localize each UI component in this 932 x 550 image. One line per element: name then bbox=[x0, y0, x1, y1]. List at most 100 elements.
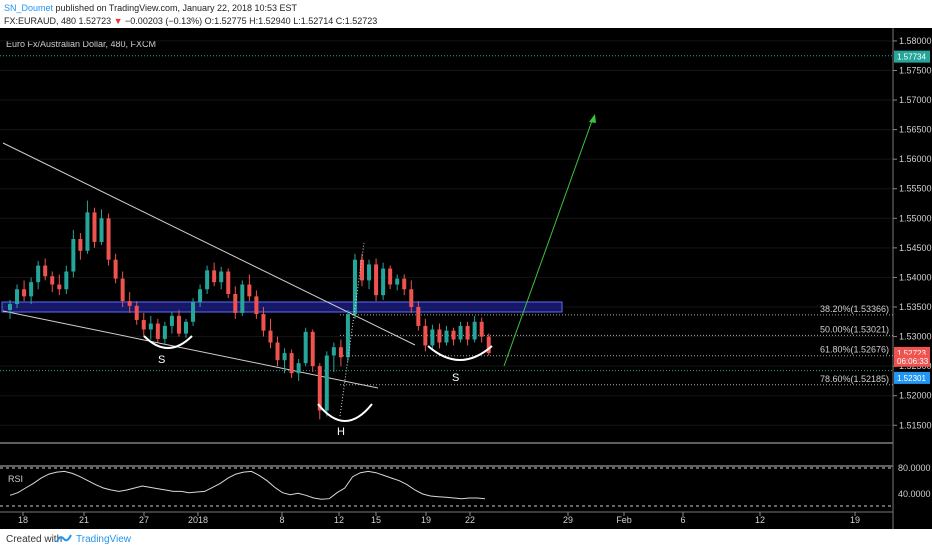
candle-body bbox=[381, 268, 386, 296]
projection-arrow-line[interactable] bbox=[503, 117, 594, 367]
candle-body bbox=[176, 315, 181, 334]
candle-body bbox=[43, 265, 48, 277]
candle-body bbox=[458, 325, 463, 340]
price-label-text: 06:06:33 bbox=[897, 357, 929, 366]
candle-body bbox=[261, 314, 266, 331]
chart-background bbox=[0, 28, 932, 529]
created-with-text: Created with bbox=[6, 534, 63, 545]
candle-body bbox=[29, 282, 34, 297]
footer: Created with TradingView bbox=[0, 529, 932, 550]
price-axis[interactable]: 1.58000 1.57500 1.57000 1.56500 1.56000 1.555… bbox=[893, 36, 932, 430]
price-tick-label: 1.51500 bbox=[899, 420, 932, 430]
gridlines bbox=[0, 40, 893, 426]
upper-trendline[interactable] bbox=[2, 142, 416, 346]
chart-title: Euro Fx/Australian Dollar, 480, FXCM bbox=[6, 39, 156, 49]
candle-body bbox=[169, 315, 174, 326]
left-shoulder-label: S bbox=[158, 354, 165, 366]
rsi-label: RSI bbox=[8, 474, 23, 484]
candle-body bbox=[184, 321, 188, 334]
candle-body bbox=[289, 353, 294, 374]
candle-body bbox=[212, 270, 217, 283]
candle-body bbox=[113, 259, 118, 279]
projection-dotted-line bbox=[339, 242, 365, 417]
candle-body bbox=[416, 307, 421, 326]
price-label-text: 1.52301 bbox=[897, 374, 926, 383]
fib-label: 78.60%(1.52185) bbox=[820, 374, 889, 384]
time-tick-label: 22 bbox=[465, 515, 475, 525]
candle-body bbox=[395, 278, 400, 285]
candle-body bbox=[479, 321, 484, 337]
time-tick-label: 18 bbox=[18, 515, 28, 525]
candle-body bbox=[71, 239, 76, 272]
tradingview-brand-link[interactable]: TradingView bbox=[76, 534, 132, 545]
rsi-tick-40: 40.0000 bbox=[898, 489, 931, 499]
candle-body bbox=[148, 323, 153, 330]
candle-body bbox=[275, 342, 280, 361]
lower-trendline[interactable] bbox=[2, 310, 379, 389]
candle-body bbox=[99, 218, 104, 242]
candle-body bbox=[465, 325, 470, 340]
price-tick-label: 1.54500 bbox=[899, 243, 932, 253]
rsi-line bbox=[9, 470, 486, 500]
rsi-tick-80: 80.0000 bbox=[898, 463, 931, 473]
tradingview-logo-icon bbox=[56, 534, 72, 543]
chart-area[interactable]: Euro Fx/Australian Dollar, 480, FXCM 38.… bbox=[0, 28, 932, 529]
time-tick-label: 12 bbox=[755, 515, 765, 525]
arrow-head-icon bbox=[589, 114, 596, 123]
candle-body bbox=[303, 331, 308, 364]
candle-body bbox=[444, 330, 449, 343]
author-link[interactable]: SN_Doumet bbox=[4, 3, 54, 13]
price-label-box bbox=[894, 354, 930, 367]
candle-body bbox=[155, 323, 160, 339]
resistance-zone[interactable] bbox=[1, 301, 563, 313]
price-label-box bbox=[894, 371, 930, 384]
right-shoulder-label: S bbox=[452, 372, 459, 384]
candle-body bbox=[310, 331, 315, 367]
fib-label: 61.80%(1.52676) bbox=[820, 345, 889, 355]
price-tick-label: 1.53000 bbox=[899, 332, 932, 342]
price-tick-label: 1.56000 bbox=[899, 154, 932, 164]
candle-body bbox=[120, 278, 125, 302]
candle-body bbox=[331, 347, 336, 356]
candle-body bbox=[205, 270, 210, 290]
right-shoulder-arc[interactable] bbox=[427, 345, 493, 361]
candle-body bbox=[191, 302, 196, 322]
price-tick-label: 1.58000 bbox=[899, 36, 932, 46]
price-label-text: 1.52723 bbox=[897, 349, 926, 358]
published-text: published on TradingView.com, January 22… bbox=[55, 3, 298, 13]
price-tick-label: 1.55500 bbox=[899, 184, 932, 194]
time-tick-label: 15 bbox=[371, 515, 381, 525]
candle-body bbox=[486, 336, 491, 354]
price-tick-label: 1.57500 bbox=[899, 65, 932, 75]
time-tick-label: 27 bbox=[139, 515, 149, 525]
candle-body bbox=[15, 289, 20, 305]
candle-body bbox=[50, 276, 55, 285]
publish-header: SN_Doumet published on TradingView.com, … bbox=[0, 0, 932, 28]
candle-body bbox=[22, 289, 27, 297]
candle-body bbox=[367, 264, 372, 281]
candle-body bbox=[8, 304, 12, 310]
time-tick-label: 29 bbox=[563, 515, 573, 525]
time-axis[interactable]: 18 21 27 2018 8 12 15 19 22 29 Feb 6 12 19 bbox=[18, 512, 860, 525]
ohlc-values: O:1.52775 H:1.52940 L:1.52714 C:1.52723 bbox=[204, 16, 378, 26]
candle-body bbox=[388, 268, 393, 285]
candle-body bbox=[296, 363, 301, 374]
candle-body bbox=[338, 347, 343, 358]
candle-body bbox=[141, 320, 146, 330]
left-shoulder-arc[interactable] bbox=[143, 335, 193, 349]
price-tick-label: 1.54000 bbox=[899, 272, 932, 282]
fibonacci-levels[interactable]: 38.20%(1.53366) 50.00%(1.53021) 61.80%(1.5… bbox=[340, 304, 893, 386]
head-arc[interactable] bbox=[317, 403, 373, 422]
candle-body bbox=[254, 296, 259, 315]
candle-body bbox=[198, 289, 203, 303]
time-tick-label: Feb bbox=[616, 515, 632, 525]
price-change: −0.00203 (−0.13%) bbox=[125, 16, 203, 26]
candle-body bbox=[324, 355, 329, 411]
candle-body bbox=[423, 325, 428, 346]
candle-body bbox=[451, 330, 456, 340]
price-label-text: 1.57734 bbox=[897, 53, 926, 62]
candle-body bbox=[78, 239, 83, 251]
time-tick-label: 19 bbox=[421, 515, 431, 525]
price-tick-label: 1.57000 bbox=[899, 95, 932, 105]
candle-body bbox=[352, 259, 357, 315]
